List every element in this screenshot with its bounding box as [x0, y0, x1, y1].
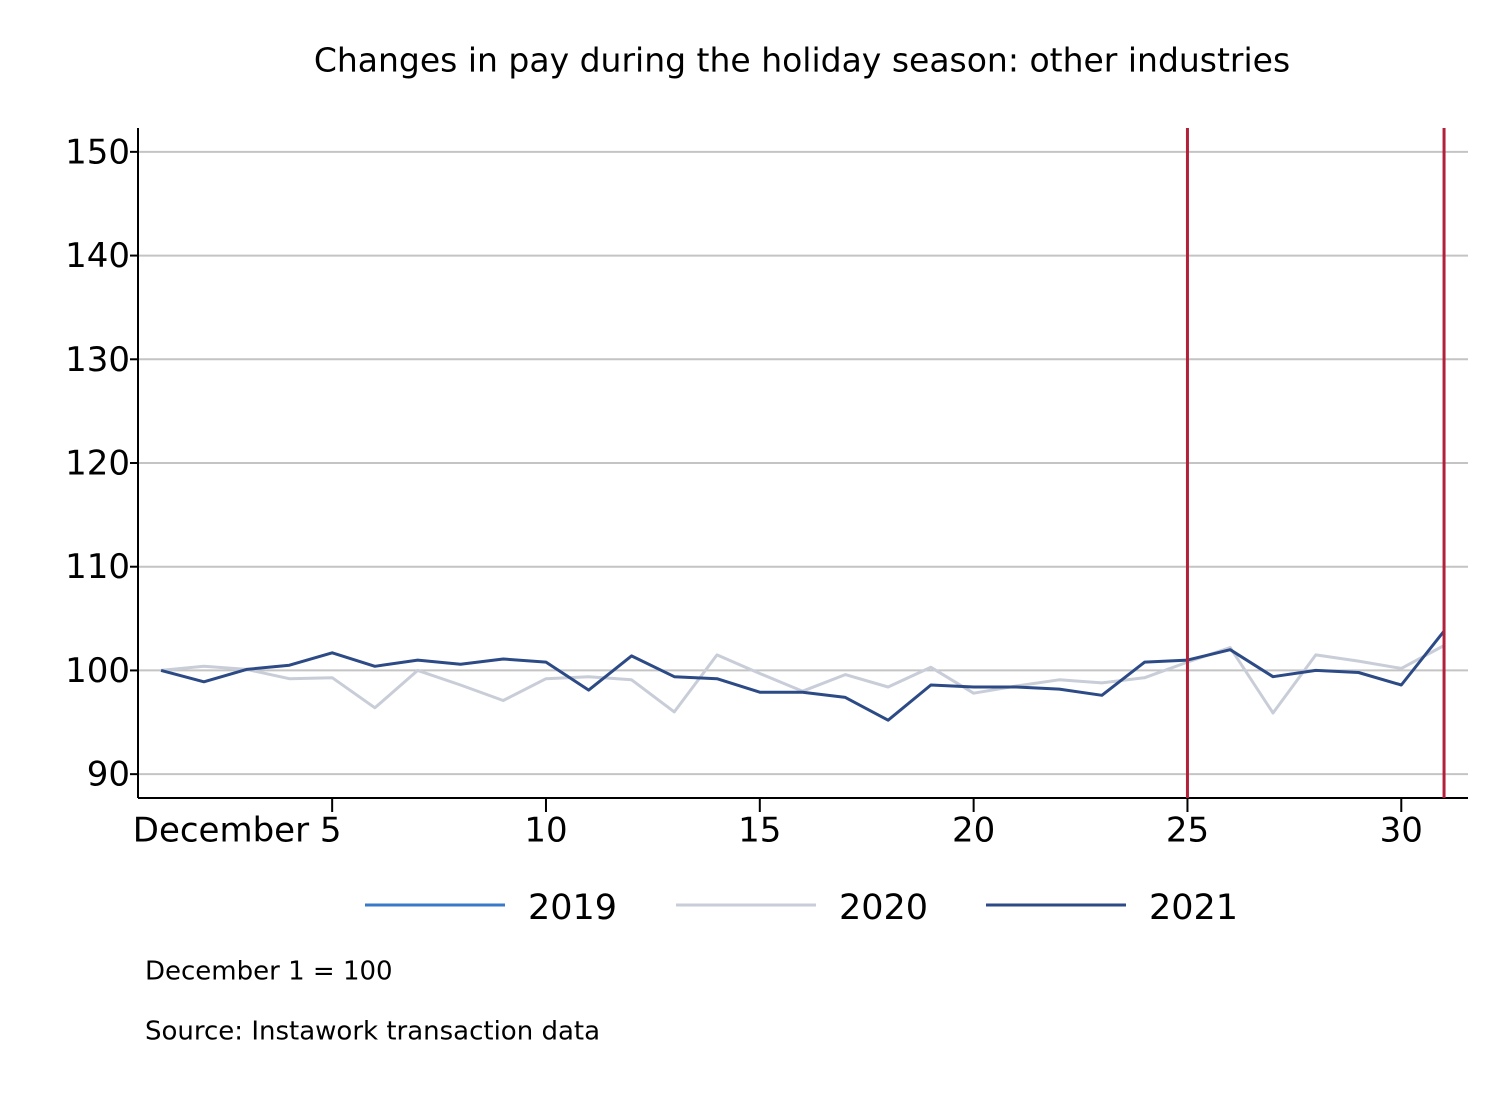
y-tick-label: 90	[87, 755, 130, 795]
y-tick-label: 150	[65, 132, 130, 172]
legend-label: 2019	[528, 888, 617, 928]
note: December 1 = 100	[145, 957, 393, 987]
legend-label: 2020	[839, 888, 928, 928]
legend-label: 2021	[1149, 888, 1238, 928]
series-line	[160, 630, 1446, 722]
y-tick-label: 140	[65, 236, 130, 276]
x-tick-label: 25	[1166, 811, 1209, 851]
series-line	[160, 644, 1445, 715]
x-tick-label: 20	[952, 811, 995, 851]
chart-title: Changes in pay during the holiday season…	[314, 41, 1290, 80]
x-tick-label: 10	[524, 811, 567, 851]
y-tick-label: 130	[65, 340, 130, 380]
y-tick-label: 100	[65, 651, 130, 691]
y-tick-label: 120	[65, 444, 130, 484]
note: Source: Instawork transaction data	[145, 1017, 600, 1047]
x-tick-label: December 5	[133, 811, 342, 851]
x-tick-label: 15	[738, 811, 781, 851]
x-tick-label: 30	[1380, 811, 1423, 851]
y-tick-label: 110	[65, 547, 130, 587]
